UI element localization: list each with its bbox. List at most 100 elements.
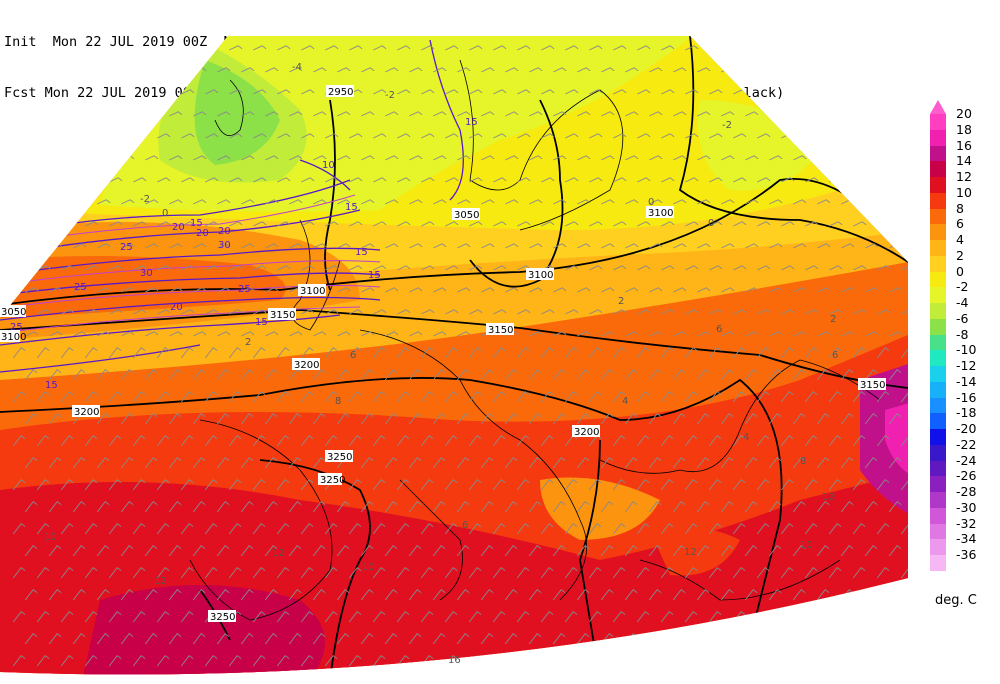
wind-label: 15	[190, 218, 203, 229]
wind-barb	[36, 391, 50, 403]
wind-barb	[180, 479, 194, 491]
wind-barb	[324, 655, 338, 667]
wind-label: 15	[355, 247, 368, 258]
wind-barb	[361, 199, 375, 205]
wind-barb	[49, 155, 63, 161]
wind-barb	[49, 67, 63, 73]
wind-barb	[553, 287, 567, 293]
wind-barb	[516, 611, 530, 623]
wind-barb	[204, 435, 218, 447]
wind-barb	[876, 523, 890, 535]
wind-barb	[816, 501, 830, 513]
wind-barb	[337, 243, 351, 249]
wind-barb	[516, 347, 530, 359]
wind-barb	[696, 457, 710, 469]
wind-barb	[913, 546, 925, 556]
wind-barb	[205, 133, 219, 139]
wind-barb	[732, 391, 746, 403]
wind-barb	[613, 133, 627, 139]
legend-label: -22	[956, 436, 977, 452]
wind-barb	[180, 523, 194, 535]
wind-barb	[829, 309, 843, 315]
wind-barb	[852, 479, 866, 491]
wind-barb	[445, 265, 459, 271]
wind-barb	[480, 501, 494, 513]
legend-swatch	[930, 539, 946, 556]
wind-barb	[289, 155, 303, 161]
wind-barb	[576, 501, 590, 513]
wind-barb	[901, 221, 908, 227]
wind-barb	[421, 309, 435, 315]
wind-barb	[36, 611, 50, 623]
temp-label: 10	[362, 562, 375, 573]
wind-barb	[241, 287, 255, 293]
wind-barb	[769, 199, 783, 205]
wind-barb	[781, 177, 795, 183]
wind-barb	[624, 545, 638, 557]
wind-barb	[793, 331, 807, 337]
wind-barb	[732, 479, 746, 491]
wind-barb	[864, 589, 878, 601]
wind-barb	[588, 567, 602, 579]
wind-barb	[601, 287, 615, 293]
wind-barb	[216, 545, 230, 557]
wind-barb	[804, 435, 818, 447]
wind-barb	[864, 413, 878, 425]
wind-barb	[756, 435, 770, 447]
wind-barb	[324, 391, 338, 403]
wind-barb	[840, 369, 854, 381]
legend-label: 18	[956, 121, 972, 137]
wind-barb	[829, 133, 843, 139]
wind-barb	[696, 369, 710, 381]
wind-barb	[817, 111, 831, 117]
legend-swatch	[930, 318, 946, 335]
wind-barb	[168, 369, 182, 381]
wind-barb	[468, 435, 482, 447]
wind-barb	[120, 501, 134, 513]
legend-swatch	[930, 507, 946, 524]
wind-barb	[577, 111, 591, 117]
wind-barb	[229, 221, 243, 227]
legend-swatch	[930, 208, 946, 225]
wind-barb	[85, 133, 99, 139]
wind-barb	[673, 287, 687, 293]
wind-barb	[276, 567, 290, 579]
wind-barb	[240, 633, 254, 645]
wind-barb	[888, 413, 902, 425]
wind-barb	[73, 287, 87, 293]
wind-barb	[660, 435, 674, 447]
wind-barb	[601, 331, 615, 337]
wind-barb	[312, 413, 326, 425]
wind-barb	[24, 633, 38, 645]
wind-barb	[541, 45, 555, 51]
wind-barb	[168, 501, 182, 513]
wind-barb	[841, 67, 855, 73]
wind-barb	[504, 633, 518, 645]
wind-barb	[324, 523, 338, 535]
wind-barb	[336, 633, 350, 645]
wind-barb	[480, 369, 494, 381]
wind-barb	[444, 435, 458, 447]
wind-barb	[108, 655, 122, 667]
wind-barb	[840, 545, 854, 557]
wind-barb	[780, 611, 794, 623]
wind-barb	[25, 287, 39, 293]
wind-barb	[24, 501, 38, 513]
wind-barb	[348, 391, 362, 403]
wind-barb	[768, 633, 782, 645]
temp-label: 6	[462, 520, 468, 531]
wind-barb	[229, 133, 243, 139]
wind-barb	[48, 501, 62, 513]
wind-barb	[913, 68, 926, 72]
wind-barb	[361, 243, 375, 249]
wind-barb	[541, 89, 555, 95]
wind-barb	[685, 309, 699, 315]
wind-barb	[529, 111, 543, 117]
wind-barb	[144, 369, 158, 381]
wind-barb	[349, 221, 363, 227]
wind-barb	[901, 45, 908, 51]
wind-barb	[624, 589, 638, 601]
legend-label: -28	[956, 484, 977, 499]
wind-barb	[876, 655, 890, 667]
wind-barb	[421, 177, 435, 183]
